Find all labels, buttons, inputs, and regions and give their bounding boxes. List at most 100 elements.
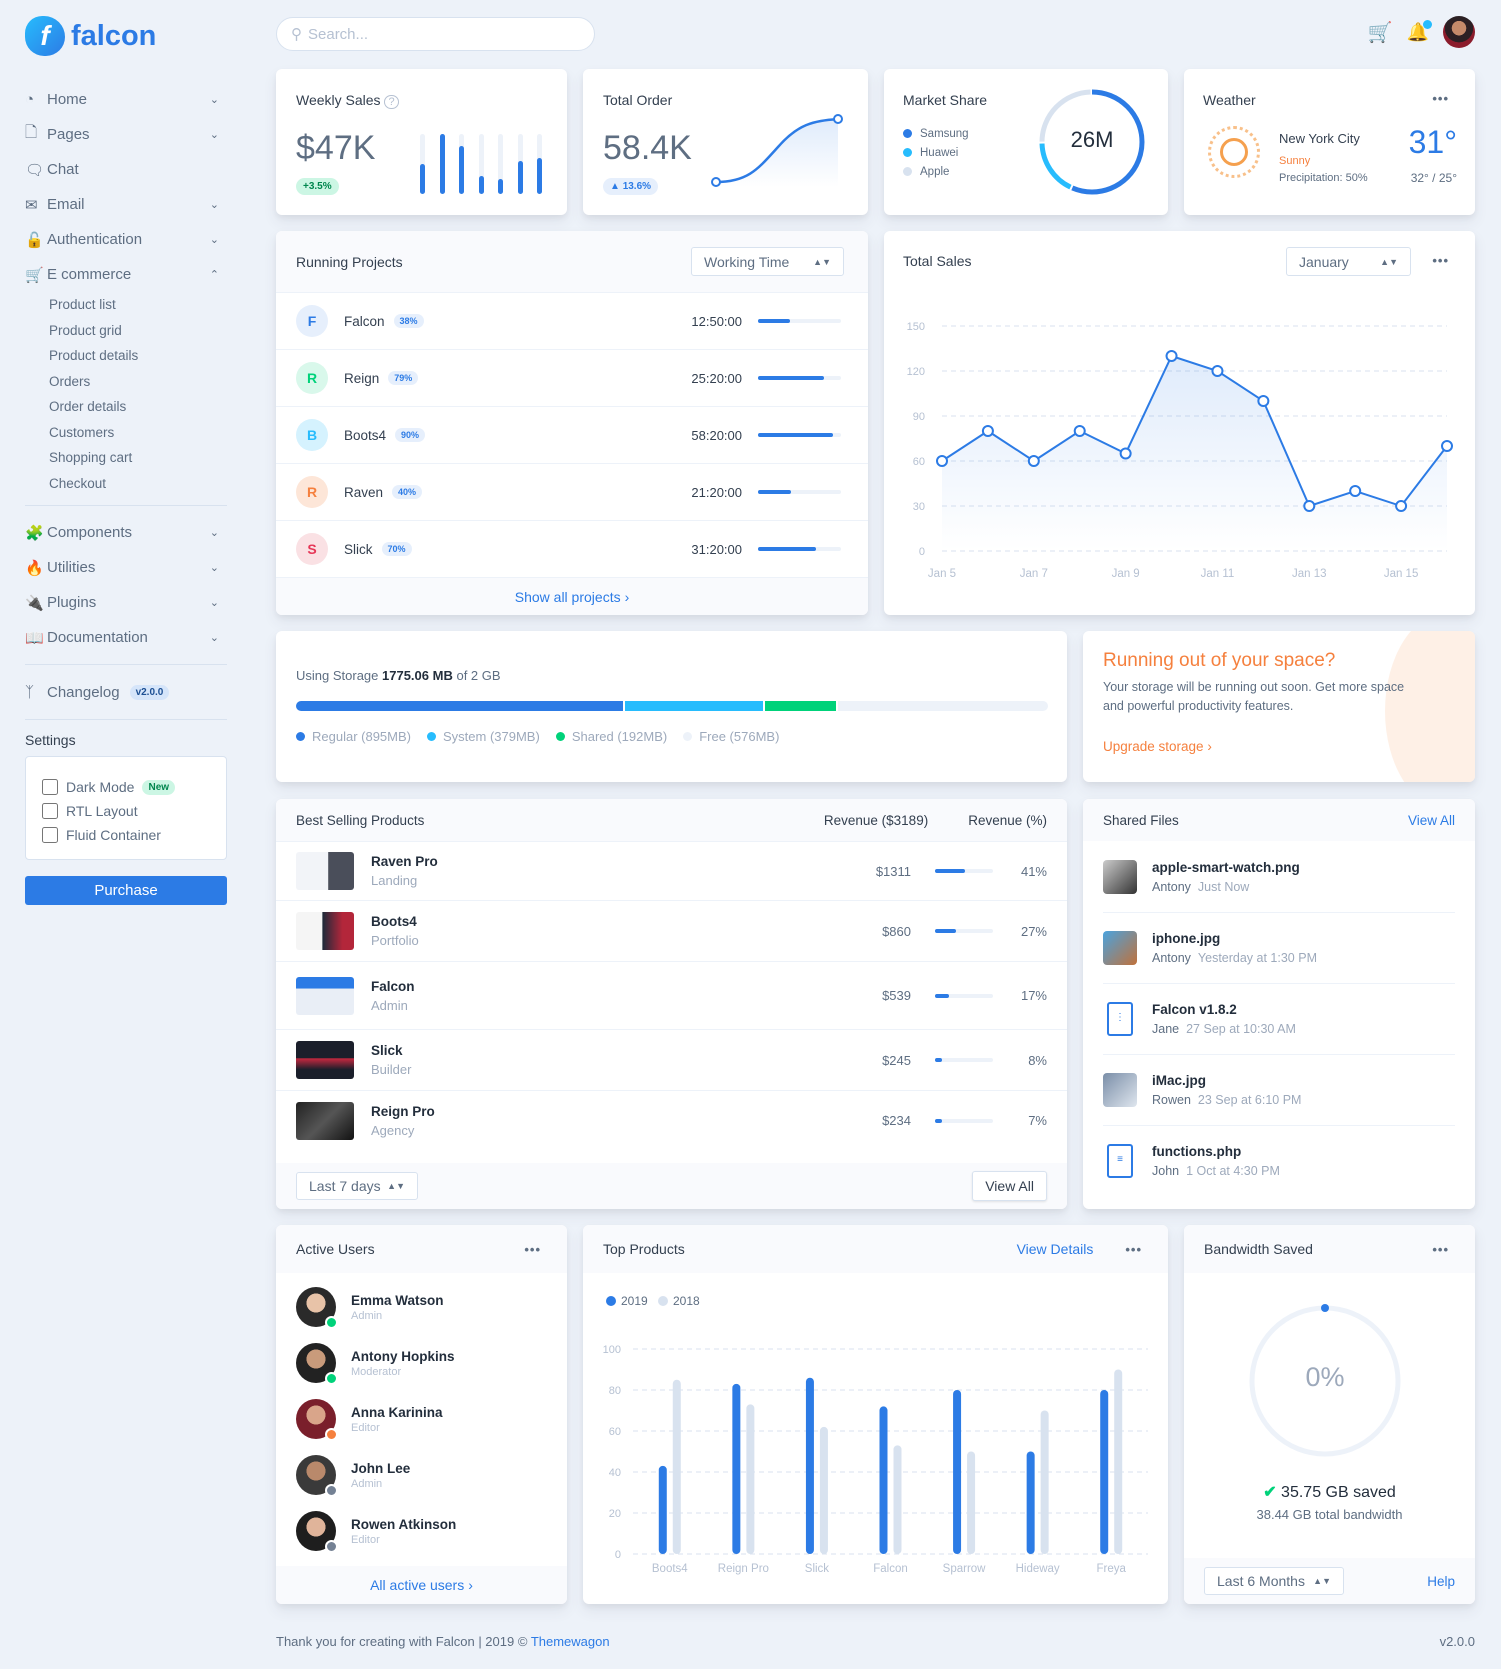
link-text[interactable]: Show all projects <box>514 588 621 605</box>
file-name[interactable]: iphone.jpg <box>1152 931 1221 946</box>
file-name[interactable]: iMac.jpg <box>1152 1073 1207 1088</box>
file-row[interactable]: ≡ functions.php John 1 Oct at 4:30 PM <box>1103 1125 1455 1196</box>
sidebar-item-e-commerce[interactable]: 🛒 E commerce ⌃ <box>25 257 227 292</box>
user-row[interactable]: Rowen Atkinson Editor <box>276 1503 567 1559</box>
bar-2019-boots4[interactable] <box>658 1465 667 1554</box>
logo[interactable]: f falcon <box>25 16 156 56</box>
bar-2018-reign-pro[interactable] <box>746 1404 755 1554</box>
data-point[interactable] <box>1165 350 1178 362</box>
sidebar-item-documentation[interactable]: 📖 Documentation ⌄ <box>25 620 227 655</box>
file-name[interactable]: apple-smart-watch.png <box>1152 859 1300 875</box>
user-avatar[interactable] <box>1443 16 1475 48</box>
link-text[interactable]: Upgrade storage <box>1103 739 1204 754</box>
more-icon[interactable]: ••• <box>1432 253 1449 268</box>
view-details-link[interactable]: View Details <box>1016 1241 1094 1257</box>
search-input[interactable] <box>308 25 568 43</box>
sidebar-subitem[interactable]: Product grid <box>49 322 122 338</box>
user-name[interactable]: Emma Watson <box>351 1292 444 1308</box>
bandwidth-range-select[interactable]: Last 6 Months ▲▼ <box>1204 1567 1344 1595</box>
sidebar-subitem[interactable]: Orders <box>49 373 91 389</box>
user-row[interactable]: Emma Watson Admin <box>276 1279 567 1335</box>
file-name[interactable]: functions.php <box>1152 1144 1242 1159</box>
bar-2019-slick[interactable] <box>805 1377 814 1554</box>
data-point[interactable] <box>981 425 994 437</box>
more-icon[interactable]: ••• <box>1125 1241 1142 1257</box>
search-box[interactable]: ⚲ <box>276 17 595 51</box>
sidebar-subitem[interactable]: Customers <box>49 424 115 440</box>
chevron-down-icon[interactable]: ⌄ <box>209 597 219 609</box>
more-icon[interactable]: ••• <box>1432 1241 1449 1257</box>
project-row[interactable]: R Reign 79% 25:20:00 <box>276 349 868 406</box>
user-name[interactable]: John Lee <box>351 1460 411 1476</box>
user-row[interactable]: Antony Hopkins Moderator <box>276 1335 567 1391</box>
data-point[interactable] <box>1441 440 1453 452</box>
data-point[interactable] <box>1211 365 1224 377</box>
sidebar-item-changelog[interactable]: ᛉ Changelog v2.0.0 <box>25 674 227 710</box>
date-range-select[interactable]: Last 7 days ▲▼ <box>296 1172 418 1200</box>
bar-2018-sparrow[interactable] <box>967 1451 976 1555</box>
chevron-down-icon[interactable]: ⌄ <box>209 234 219 246</box>
sidebar-item-authentication[interactable]: 🔓 Authentication ⌄ <box>25 222 227 257</box>
bar-2018-hideway[interactable] <box>1040 1410 1049 1555</box>
product-row[interactable]: Reign Pro Agency $234 7% <box>276 1090 1067 1150</box>
chevron-down-icon[interactable]: ⌄ <box>209 527 219 539</box>
bar-2019-freya[interactable] <box>1100 1390 1109 1554</box>
sidebar-subitem[interactable]: Order details <box>49 399 127 415</box>
help-link[interactable]: Help <box>1427 1573 1455 1589</box>
project-row[interactable]: F Falcon 38% 12:50:00 <box>276 292 868 349</box>
help-icon[interactable]: ? <box>384 95 399 109</box>
product-name[interactable]: Reign Pro <box>371 1103 435 1119</box>
sidebar-item-pages[interactable]: 🗋 Pages ⌄ <box>25 117 227 152</box>
data-point[interactable] <box>1303 500 1316 512</box>
bar-2019-sparrow[interactable] <box>953 1390 962 1554</box>
product-name[interactable]: Boots4 <box>371 914 417 929</box>
product-name[interactable]: Slick <box>371 1043 403 1058</box>
bell-icon[interactable]: 🔔 <box>1407 19 1432 43</box>
user-row[interactable]: John Lee Admin <box>276 1447 567 1503</box>
more-icon[interactable]: ••• <box>524 1241 541 1257</box>
data-point[interactable] <box>1119 447 1132 460</box>
data-point[interactable] <box>1349 485 1362 497</box>
data-point[interactable] <box>936 455 948 467</box>
dark-mode-checkbox[interactable]: Dark Mode New <box>42 775 210 799</box>
user-name[interactable]: Anna Karinina <box>351 1404 443 1420</box>
month-select[interactable]: January ▲▼ <box>1286 247 1411 276</box>
bar-2018-falcon[interactable] <box>893 1445 902 1554</box>
data-point[interactable] <box>1395 500 1408 512</box>
user-name[interactable]: Rowen Atkinson <box>351 1516 457 1532</box>
file-name[interactable]: Falcon v1.8.2 <box>1152 1002 1237 1017</box>
product-row[interactable]: Slick Builder $245 8% <box>276 1029 1067 1090</box>
more-icon[interactable]: ••• <box>1432 91 1449 106</box>
all-active-users-link[interactable]: All active users › <box>276 1566 567 1604</box>
sidebar-item-email[interactable]: ✉ Email ⌄ <box>25 187 227 222</box>
user-row[interactable]: Anna Karinina Editor <box>276 1391 567 1447</box>
data-point[interactable] <box>1073 425 1086 437</box>
sidebar-subitem[interactable]: Checkout <box>49 475 107 491</box>
cart-icon[interactable]: 🛒 <box>1367 21 1393 44</box>
file-row[interactable]: iMac.jpg Rowen 23 Sep at 6:10 PM <box>1103 1054 1455 1125</box>
sidebar-item-utilities[interactable]: 🔥 Utilities ⌄ <box>25 550 227 585</box>
bar-2019-reign-pro[interactable] <box>732 1383 741 1554</box>
purchase-button[interactable]: Purchase <box>25 876 227 905</box>
bar-2019-hideway[interactable] <box>1026 1451 1035 1555</box>
project-row[interactable]: S Slick 70% 31:20:00 <box>276 520 868 577</box>
project-row[interactable]: B Boots4 90% 58:20:00 <box>276 406 868 463</box>
chevron-up-icon[interactable]: ⌃ <box>209 269 219 281</box>
themewagon-link[interactable]: Themewagon <box>530 1634 610 1649</box>
view-all-button[interactable]: View All <box>972 1171 1047 1201</box>
show-all-projects-link[interactable]: Show all projects › <box>276 577 868 615</box>
sidebar-item-home[interactable]: ◔ Home ⌄ <box>25 82 227 117</box>
sidebar-subitem[interactable]: Product list <box>49 297 116 313</box>
sidebar-item-plugins[interactable]: 🔌 Plugins ⌄ <box>25 585 227 620</box>
bar-2018-slick[interactable] <box>819 1426 828 1554</box>
bar-2018-freya[interactable] <box>1114 1369 1123 1555</box>
product-row[interactable]: Raven Pro Landing $1311 41% <box>276 841 1067 900</box>
data-point[interactable] <box>1027 455 1040 467</box>
sidebar-item-components[interactable]: 🧩 Components ⌄ <box>25 515 227 550</box>
file-row[interactable]: apple-smart-watch.png Antony Just Now <box>1103 841 1455 912</box>
link-text[interactable]: All active users <box>370 1577 465 1593</box>
chevron-down-icon[interactable]: ⌄ <box>209 94 219 106</box>
upgrade-storage-link[interactable]: Upgrade storage › <box>1103 739 1212 754</box>
working-time-select[interactable]: Working Time ▲▼ <box>691 247 844 276</box>
data-point[interactable] <box>1257 395 1270 407</box>
